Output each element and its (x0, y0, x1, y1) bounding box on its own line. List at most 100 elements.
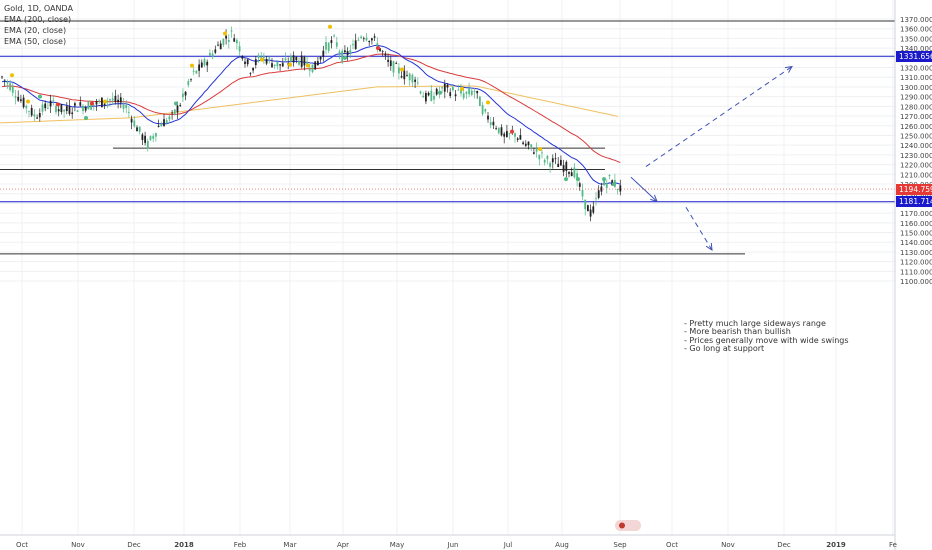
price-tag: 1194.759 (896, 183, 932, 195)
signal-dot (612, 182, 616, 187)
candle-body (263, 55, 265, 58)
candle-body (203, 59, 206, 66)
candle-body (416, 82, 419, 84)
candle-body (101, 97, 103, 108)
legend-ema-200[interactable]: EMA (200, close) (4, 15, 72, 24)
candle-body (530, 144, 533, 148)
candle-body (419, 91, 422, 94)
candle-body (360, 36, 362, 38)
candle-body (103, 103, 106, 105)
candle-body (49, 100, 52, 107)
price-tick-label: 1240.000 (900, 142, 932, 150)
candle-body (57, 109, 60, 112)
candle-body (481, 105, 484, 115)
candle-body (249, 73, 252, 74)
candle-body (489, 122, 492, 125)
candle-body (87, 101, 90, 110)
candle-body (441, 87, 443, 89)
candle-body (325, 42, 327, 50)
candle-body (122, 104, 125, 109)
candle-body (209, 52, 211, 56)
candle-body (554, 158, 557, 160)
horizontal-levels (0, 20, 895, 255)
candle-body (387, 59, 389, 62)
candle-body (152, 136, 155, 139)
signal-dot (438, 90, 442, 95)
candle-body (184, 91, 187, 96)
tradingview-watermark (615, 520, 641, 531)
candle-body (619, 185, 622, 192)
candle-body (344, 50, 346, 53)
candle-body (192, 70, 195, 72)
candle-body (244, 61, 246, 64)
signal-dot (260, 57, 264, 62)
candle-body (190, 79, 192, 81)
candle-body (476, 90, 479, 94)
candle-body (182, 93, 184, 98)
candle-body (227, 39, 230, 42)
candle-body (362, 38, 365, 40)
price-tick-label: 1360.000 (900, 26, 932, 34)
candle-body (146, 141, 149, 149)
ema-20-line (1, 44, 621, 185)
ema-50-path (1, 53, 621, 164)
time-tick-label: Fe (889, 541, 897, 549)
symbol-title: Gold, 1D, OANDA (4, 4, 73, 13)
candle-body (22, 97, 25, 108)
candle-body (28, 111, 30, 112)
legend-ema-50[interactable]: EMA (50, close) (4, 37, 67, 46)
price-tag: 1331.656 (896, 50, 932, 62)
candle-body (565, 161, 568, 171)
candle-body (33, 114, 36, 117)
candle-body (365, 37, 368, 41)
note-line: - Go long at support (684, 343, 765, 353)
time-tick-label: Oct (666, 541, 678, 549)
candle-body (38, 113, 41, 118)
candle-body (149, 136, 152, 140)
candle-body (71, 112, 74, 115)
candle-body (368, 40, 371, 43)
candle-body (109, 99, 111, 101)
candle-body (144, 135, 146, 143)
candle-body (357, 39, 360, 41)
candle-body (265, 59, 268, 64)
signal-dots (10, 24, 616, 187)
candle-body (492, 121, 495, 126)
candle-body (125, 104, 128, 109)
price-tick-label: 1290.000 (900, 94, 932, 102)
candle-body (271, 63, 273, 68)
candle-body (573, 167, 576, 178)
time-tick-label: Feb (234, 541, 247, 549)
candle-body (587, 205, 589, 212)
candle-body (168, 116, 171, 120)
candle-body (20, 99, 22, 101)
candle-body (551, 158, 554, 163)
candle-body (141, 134, 144, 140)
legend-ema-20[interactable]: EMA (20, close) (4, 26, 67, 35)
candle-body (497, 127, 500, 134)
price-tick-label: 1300.000 (900, 84, 932, 92)
candle-body (595, 198, 597, 200)
price-tick-label: 1340.000 (900, 45, 932, 53)
signal-dot (10, 73, 14, 78)
candle-body (173, 109, 176, 115)
candle-body (76, 110, 79, 112)
candle-body (341, 50, 344, 62)
price-tick-label: 1370.000 (900, 16, 932, 24)
candle-body (581, 189, 584, 197)
candle-body (311, 64, 314, 73)
signal-dot (400, 67, 404, 72)
price-tick-label: 1230.000 (900, 152, 932, 160)
candle-body (214, 49, 217, 53)
candle-body (589, 209, 592, 217)
candle-body (557, 163, 560, 168)
signal-dot (288, 62, 292, 67)
candle-body (330, 40, 333, 44)
candle-body (300, 55, 303, 67)
candle-body (6, 81, 9, 84)
signal-dot (84, 116, 88, 121)
candle-body (435, 88, 438, 95)
candle-body (327, 42, 330, 51)
ema-50-line (1, 53, 621, 164)
